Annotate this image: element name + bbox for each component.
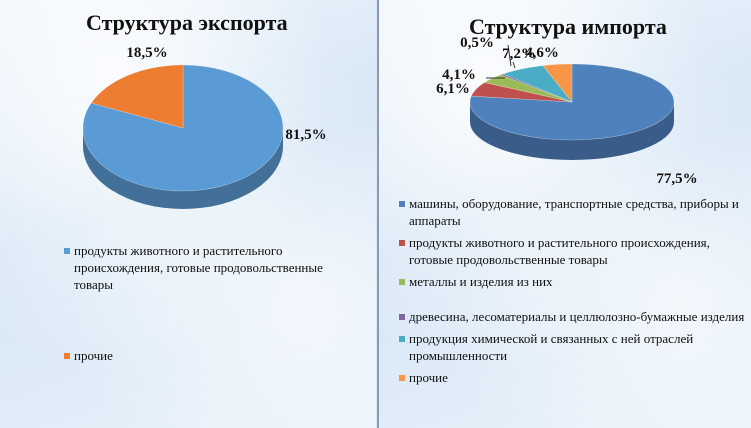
- legend-item-0: продукты животного и растительного проис…: [64, 242, 364, 293]
- import-chart-panel: Структура импорта 77,5% 6,1% 4,1% 0,5% 7,2% 4…: [377, 0, 751, 428]
- legend-label-0: продукты животного и растительного проис…: [74, 243, 323, 292]
- import-pie-chart: 77,5% 6,1%4,1% 0,5% 7,2%4,6%: [436, 35, 698, 187]
- legend-item-2: металлы и изделия из них: [399, 273, 749, 290]
- import-legend: машины, оборудование, транспортные средс…: [399, 195, 749, 391]
- pie-value-label-1: 18,5%: [126, 45, 167, 61]
- pie-value-label-3: 0,5%: [460, 35, 494, 51]
- pie-slice-5: [542, 63, 573, 103]
- pie-value-label-2: 4,1%: [442, 67, 476, 83]
- legend-label-1: прочие: [74, 348, 113, 363]
- pie-side-walls: [470, 102, 674, 160]
- legend-label-3: древесина, лесоматериалы и целлюлозно-бу…: [409, 309, 745, 324]
- legend-label-4: продукция химической и связанных с ней о…: [409, 331, 694, 363]
- pie-slice-0: [82, 64, 284, 192]
- pie-slice-1: [90, 64, 184, 129]
- legend-label-5: прочие: [409, 370, 448, 385]
- legend-label-0: машины, оборудование, транспортные средс…: [409, 196, 739, 228]
- pie-value-label-0: 81,5%: [285, 127, 326, 143]
- pie-slice-3: [499, 73, 573, 103]
- legend-item-5: прочие: [399, 369, 749, 386]
- legend-item-3: древесина, лесоматериалы и целлюлозно-бу…: [399, 308, 749, 325]
- legend-swatch-0: [64, 248, 70, 254]
- legend-item-0: машины, оборудование, транспортные средс…: [399, 195, 749, 229]
- pie-value-label-1: 6,1%: [436, 81, 470, 97]
- pie-value-label-5: 4,6%: [525, 45, 559, 61]
- pie-side-0: [83, 128, 283, 209]
- pie-value-label-4: 7,2%: [502, 46, 536, 62]
- leader-line-2: [512, 61, 516, 69]
- legend-swatch-1: [399, 240, 405, 246]
- pie-slice-4: [502, 65, 573, 103]
- legend-item-1: продукты животного и растительного проис…: [399, 234, 749, 268]
- export-chart-title: Структура экспорта: [86, 10, 288, 35]
- pie-slice-1: [470, 82, 573, 103]
- legend-item-4: продукция химической и связанных с ней о…: [399, 330, 749, 364]
- pie-side-0: [470, 102, 674, 160]
- pie-slice-0: [469, 63, 675, 141]
- import-chart-title: Структура импорта: [469, 14, 667, 39]
- pie-value-label-0: 77,5%: [656, 171, 697, 187]
- legend-swatch-0: [399, 201, 405, 207]
- legend-swatch-2: [399, 279, 405, 285]
- legend-swatch-1: [64, 353, 70, 359]
- pie-side-walls: [83, 128, 283, 209]
- legend-label-1: продукты животного и растительного проис…: [409, 235, 710, 267]
- legend-item-1: прочие: [64, 347, 364, 364]
- export-legend: продукты животного и растительного проис…: [64, 242, 364, 364]
- export-pie-chart: 81,5% 18,5%: [82, 45, 327, 209]
- legend-swatch-5: [399, 375, 405, 381]
- legend-swatch-4: [399, 336, 405, 342]
- legend-label-2: металлы и изделия из них: [409, 274, 553, 289]
- export-chart-panel: Структура экспорта 81,5% 18,5% продукты ж…: [0, 0, 376, 428]
- leader-line-1: [507, 44, 512, 67]
- legend-swatch-3: [399, 314, 405, 320]
